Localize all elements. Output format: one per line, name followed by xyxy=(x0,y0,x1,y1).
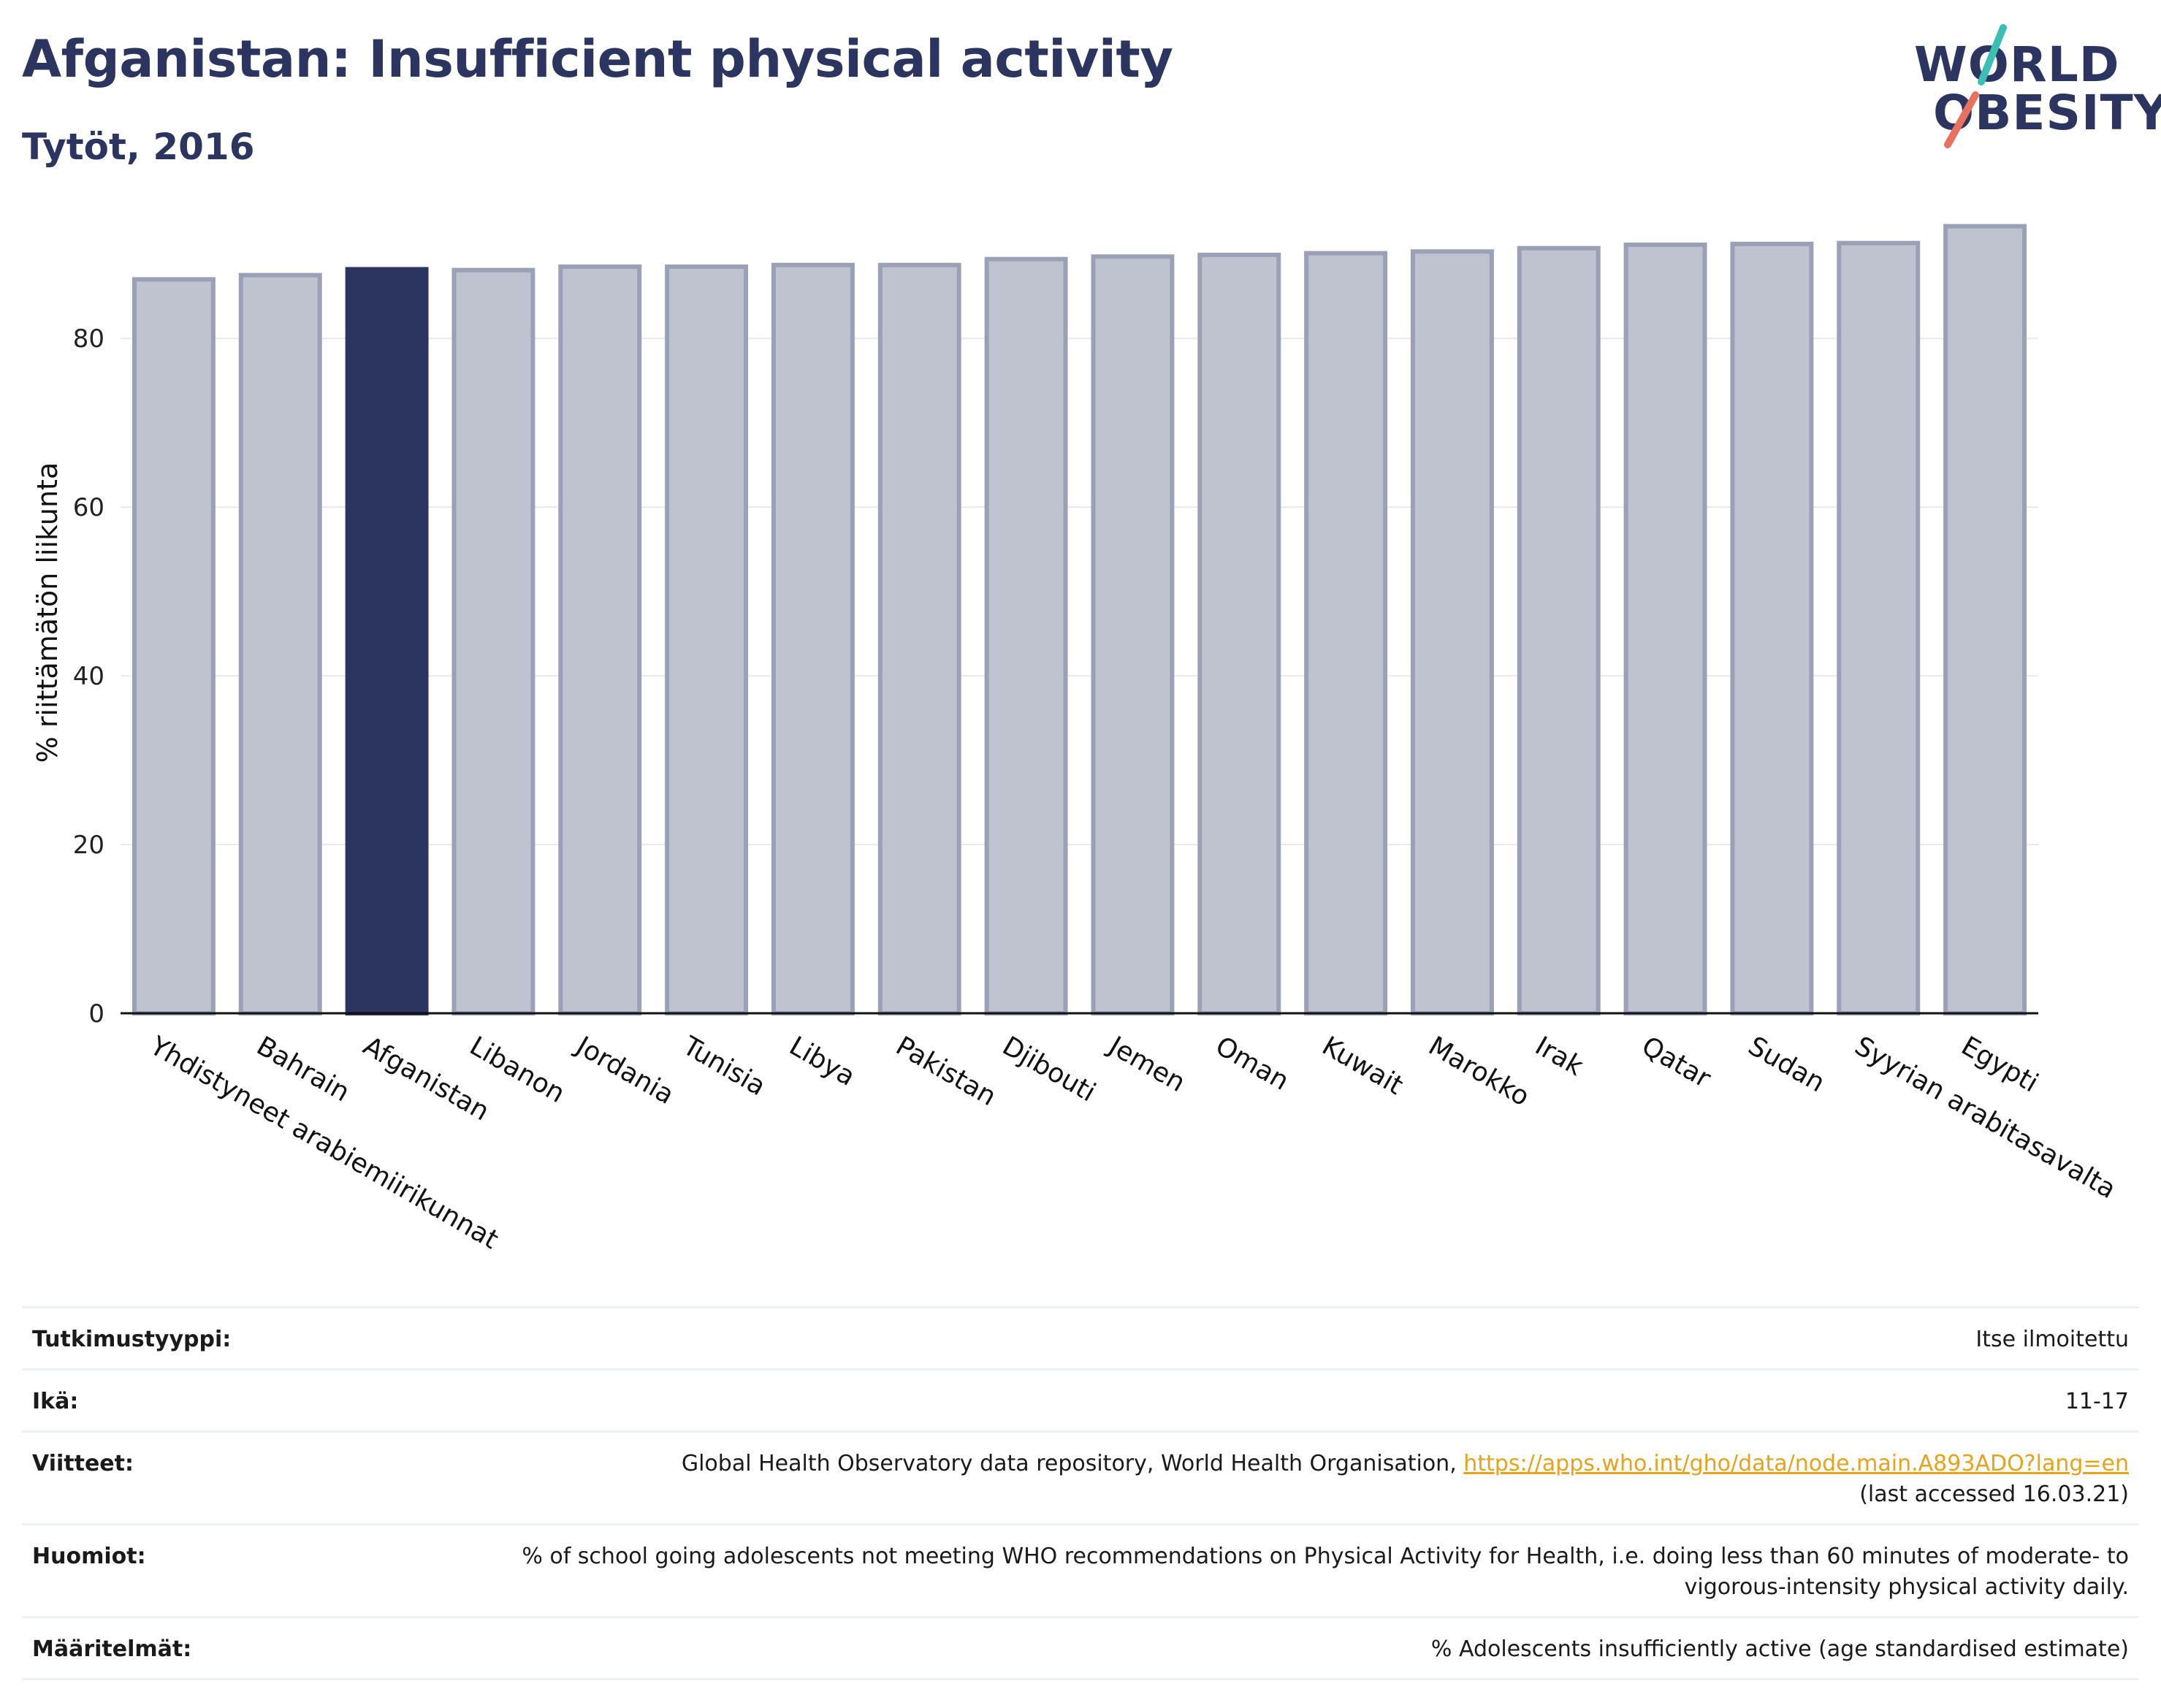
bar xyxy=(345,267,429,1016)
bar xyxy=(665,264,749,1015)
bar xyxy=(238,272,322,1015)
x-tick-label: Oman xyxy=(1211,1031,1294,1097)
info-row-definitions: Määritelmät: % Adolescents insufficientl… xyxy=(22,1616,2139,1680)
page-title: Afganistan: Insufficient physical activi… xyxy=(22,29,1173,89)
x-tick-label: Djibouti xyxy=(997,1031,1100,1107)
info-row-age: Ikä: 11-17 xyxy=(22,1368,2139,1430)
info-row-references: Viitteet: Global Health Observatory data… xyxy=(22,1430,2139,1523)
bar xyxy=(1623,243,1707,1015)
info-value: 11-17 xyxy=(2065,1389,2129,1414)
x-tick-label: Egypti xyxy=(1956,1031,2043,1098)
info-row-study-type: Tutkimustyyppi: Itse ilmoitettu xyxy=(22,1306,2139,1368)
info-key: Määritelmät: xyxy=(32,1636,192,1662)
info-value: Global Health Observatory data repositor… xyxy=(682,1449,2129,1510)
x-tick-label: Marokko xyxy=(1423,1031,1534,1112)
x-tick-label: Pakistan xyxy=(891,1031,1001,1112)
x-tick-label: Sudan xyxy=(1743,1031,1830,1098)
bar xyxy=(984,256,1068,1015)
reference-link[interactable]: https://apps.who.int/gho/data/node.main.… xyxy=(1463,1451,2129,1476)
bar xyxy=(1410,249,1494,1016)
bar xyxy=(1197,252,1281,1015)
info-key: Tutkimustyyppi: xyxy=(32,1327,232,1352)
bar xyxy=(1091,254,1175,1015)
bar xyxy=(451,267,536,1016)
bar xyxy=(132,277,216,1015)
page-subtitle: Tytöt, 2016 xyxy=(22,126,255,168)
info-key: Ikä: xyxy=(32,1389,79,1414)
logo-slash-icon xyxy=(1944,24,2007,148)
bar xyxy=(771,262,855,1016)
info-key: Huomiot: xyxy=(32,1544,146,1569)
bar xyxy=(1304,251,1388,1015)
x-tick-label: Libya xyxy=(784,1031,860,1092)
x-tick-label: Tunisia xyxy=(677,1031,771,1102)
info-value: Itse ilmoitettu xyxy=(1975,1327,2129,1352)
info-value: % of school going adolescents not meetin… xyxy=(522,1544,2129,1600)
y-tick-label: 20 xyxy=(73,831,104,860)
info-key: Viitteet: xyxy=(32,1451,134,1476)
y-tick-label: 80 xyxy=(73,324,104,354)
reference-text: Global Health Observatory data repositor… xyxy=(681,1451,1464,1476)
logo-line2: OBESITY xyxy=(1933,85,2161,141)
info-value: % Adolescents insufficiently active (age… xyxy=(1430,1636,2129,1662)
y-tick-label: 60 xyxy=(73,493,104,522)
x-tick-label: Jordania xyxy=(570,1030,679,1110)
reference-accessed: (last accessed 16.03.21) xyxy=(1859,1482,2129,1507)
x-tick-label: Kuwait xyxy=(1317,1031,1409,1101)
y-tick-label: 0 xyxy=(88,999,104,1029)
x-tick-label: Irak xyxy=(1530,1031,1588,1082)
x-tick-label: Jemen xyxy=(1102,1030,1190,1098)
y-tick-label: 40 xyxy=(73,662,104,691)
y-axis-label: % riittämätön liikunta xyxy=(31,462,64,763)
bar xyxy=(1943,224,2027,1016)
world-obesity-logo: WORLD OBESITY xyxy=(1899,22,2161,161)
logo-line1: WORLD xyxy=(1914,37,2120,93)
bar xyxy=(558,264,642,1015)
bar xyxy=(1837,240,1921,1016)
bar xyxy=(877,262,961,1016)
info-row-notes: Huomiot: % of school going adolescents n… xyxy=(22,1523,2139,1616)
bar xyxy=(1730,241,1814,1015)
bar xyxy=(1517,245,1601,1015)
x-tick-label: Qatar xyxy=(1636,1031,1715,1094)
info-table: Tutkimustyyppi: Itse ilmoitettu Ikä: 11-… xyxy=(22,1306,2139,1680)
